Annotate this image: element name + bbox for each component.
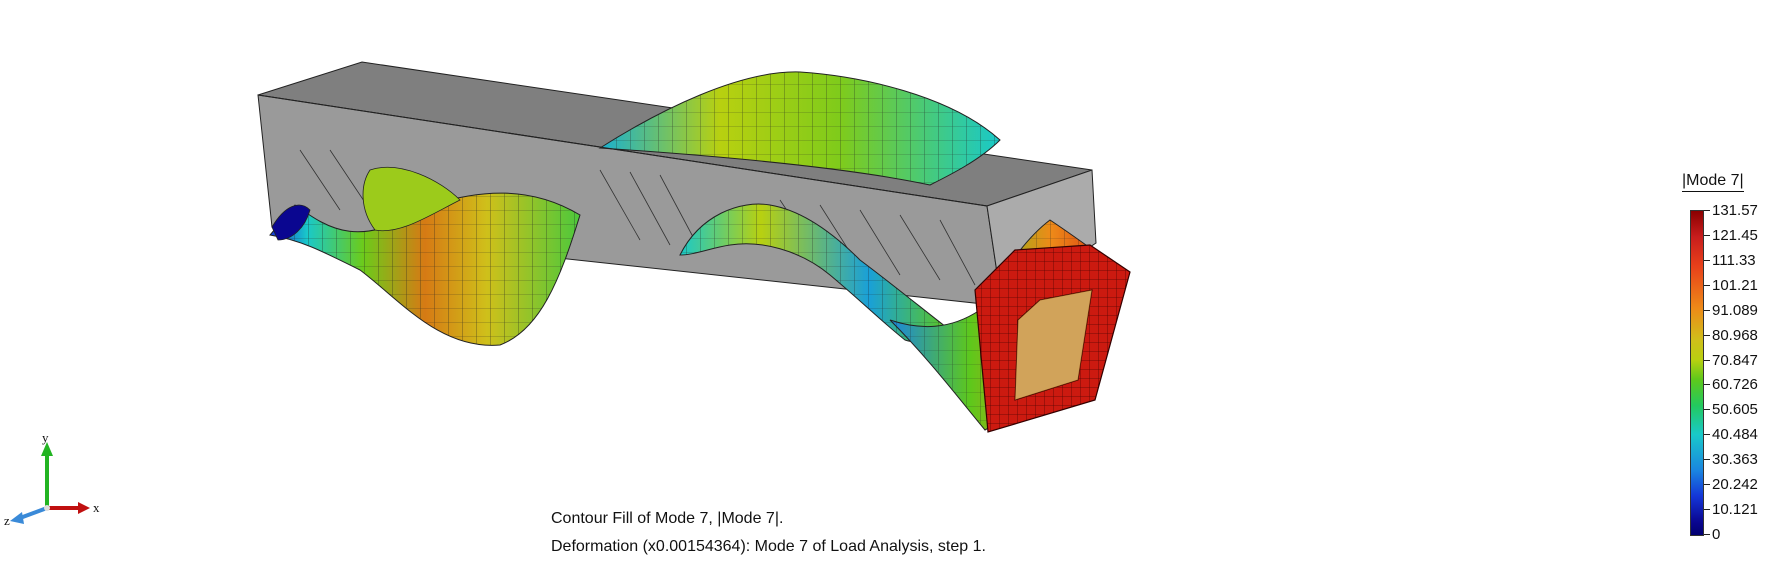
legend-value: 131.57 (1712, 202, 1758, 219)
legend-tick (1704, 409, 1710, 411)
legend-value: 111.33 (1712, 251, 1756, 269)
legend-tick (1704, 509, 1710, 511)
legend-color-bar (1690, 210, 1704, 536)
legend-value: 101.21 (1712, 276, 1758, 294)
legend-tick (1704, 534, 1710, 535)
legend-tick (1704, 434, 1710, 436)
z-axis-arrow (19, 506, 48, 520)
legend-value: 40.484 (1712, 426, 1758, 444)
deformed-mode-shape (269, 71, 1131, 433)
axis-label-y: y (42, 430, 49, 445)
legend-value: 30.363 (1712, 451, 1758, 469)
legend-value: 80.968 (1712, 326, 1758, 344)
legend-value: 60.726 (1712, 376, 1758, 394)
legend-tick (1704, 210, 1710, 211)
end-frame (974, 244, 1131, 433)
legend-tick (1704, 309, 1710, 311)
legend-tick (1704, 384, 1710, 386)
legend-tick (1704, 484, 1710, 486)
legend-tick (1704, 459, 1710, 461)
caption-line-2: Deformation (x0.00154364): Mode 7 of Loa… (551, 538, 986, 555)
caption: Contour Fill of Mode 7, |Mode 7|. Deform… (551, 505, 986, 561)
legend-value: 91.089 (1712, 301, 1758, 319)
legend-title: |Mode 7| (1682, 172, 1744, 192)
legend-tick (1704, 259, 1710, 261)
beam-edge (257, 94, 988, 207)
legend-tick (1704, 234, 1710, 236)
caption-line-1: Contour Fill of Mode 7, |Mode 7|. (551, 510, 784, 527)
color-legend: |Mode 7| 131.57 121.45 111.33 101.21 91.089 8… (1670, 170, 1770, 550)
axis-triad: y x z (0, 430, 120, 530)
legend-tick (1704, 334, 1710, 336)
legend-value: 0 (1712, 526, 1721, 543)
legend-value: 20.242 (1712, 476, 1758, 494)
legend-value: 50.605 (1712, 401, 1758, 419)
legend-tick (1704, 359, 1710, 361)
legend-value: 121.45 (1712, 226, 1758, 244)
axis-label-z: z (4, 513, 10, 528)
legend-tick (1704, 284, 1710, 286)
legend-value: 10.121 (1712, 501, 1758, 519)
legend-value: 70.847 (1712, 351, 1758, 369)
axis-label-x: x (93, 500, 100, 515)
